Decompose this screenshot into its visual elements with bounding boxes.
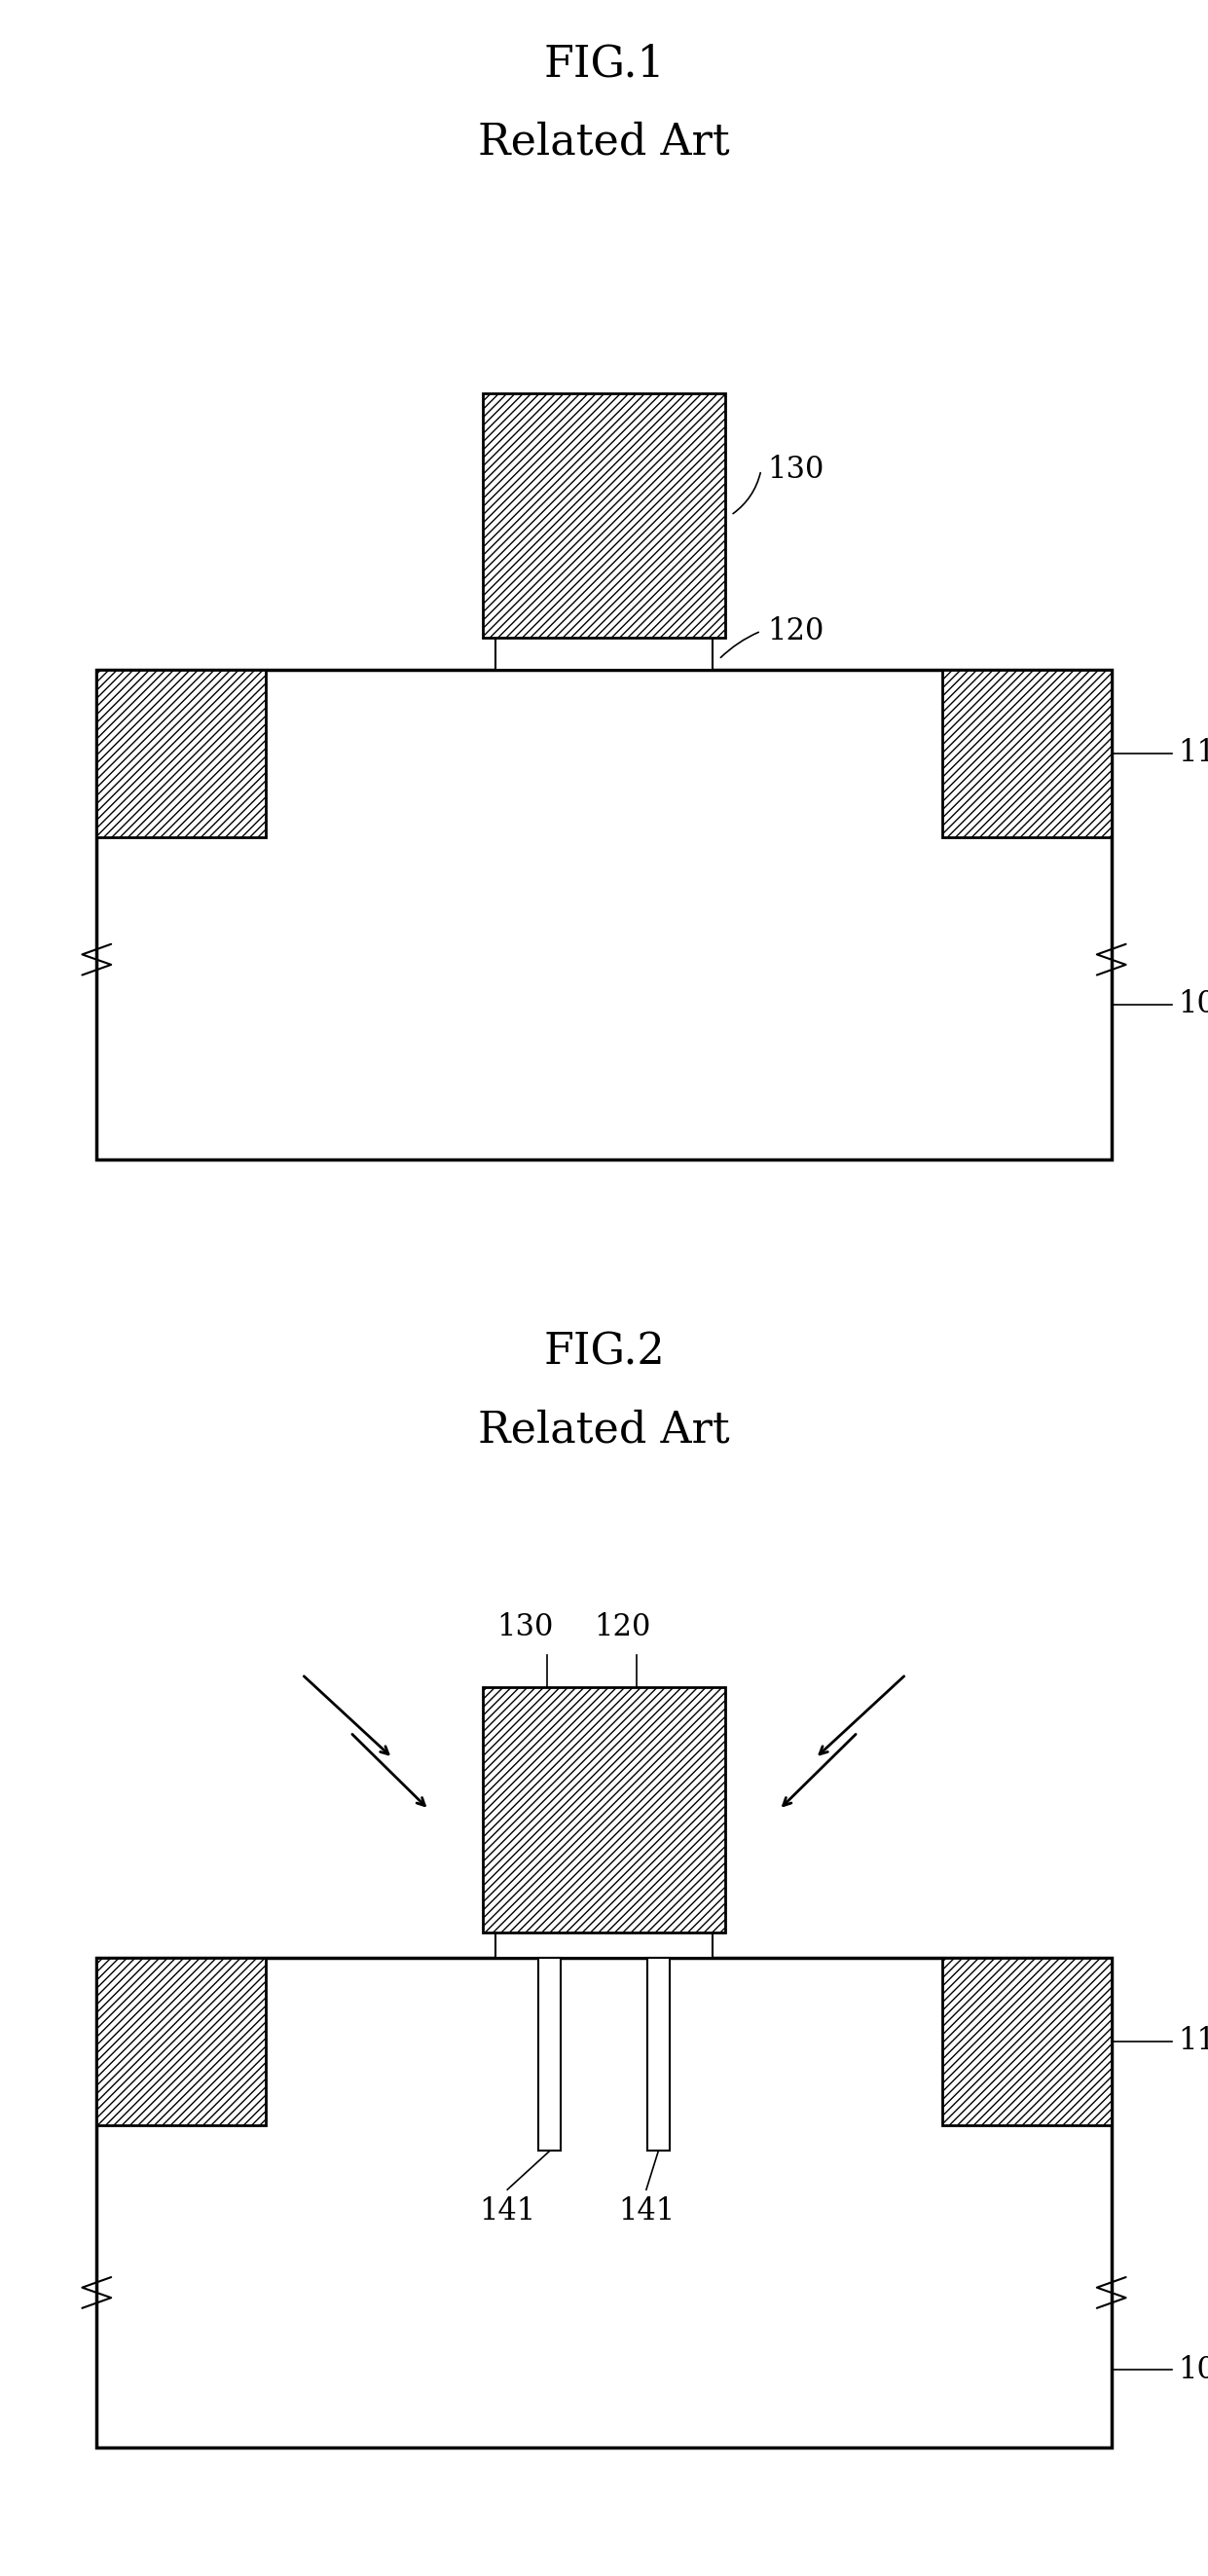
Text: 130: 130: [496, 1613, 554, 1643]
Bar: [97, 670, 266, 837]
Text: Related Art: Related Art: [478, 1409, 730, 1450]
Text: 120: 120: [593, 1613, 651, 1643]
Text: 100: 100: [1178, 989, 1208, 1020]
Text: 100: 100: [1178, 2354, 1208, 2385]
Bar: [97, 670, 1111, 1159]
Bar: [495, 636, 713, 670]
Text: 110: 110: [1178, 739, 1208, 768]
Bar: [97, 1958, 266, 2125]
Bar: [97, 1958, 1111, 2447]
Bar: [942, 670, 1111, 837]
Text: FIG.1: FIG.1: [544, 44, 664, 85]
Text: 120: 120: [767, 616, 824, 647]
Text: 130: 130: [767, 456, 824, 484]
Bar: [483, 392, 725, 636]
Bar: [539, 1958, 561, 2151]
Text: 141: 141: [618, 2195, 674, 2226]
Bar: [495, 1932, 713, 1958]
Bar: [647, 1958, 669, 2151]
Text: 110: 110: [1178, 2027, 1208, 2056]
Text: 141: 141: [480, 2195, 535, 2226]
Bar: [483, 1687, 725, 1932]
Text: FIG.2: FIG.2: [544, 1332, 664, 1373]
Text: Related Art: Related Art: [478, 121, 730, 162]
Bar: [942, 1958, 1111, 2125]
